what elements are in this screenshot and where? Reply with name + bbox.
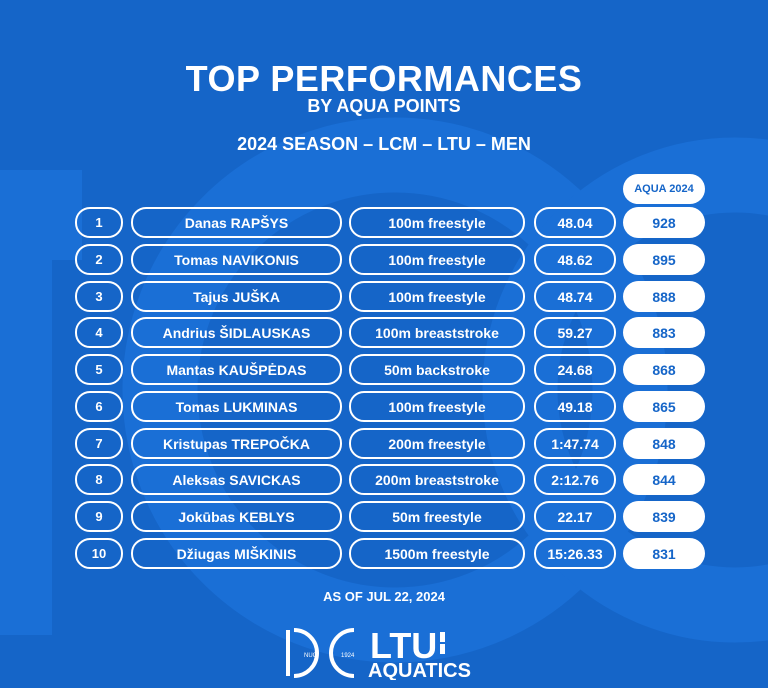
table-row: 8 Aleksas SAVICKAS 200m breaststroke 2:1… [0,464,768,495]
event-cell: 100m freestyle [349,391,525,422]
rank-cell: 6 [75,391,123,422]
page-subtitle: BY AQUA POINTS [307,96,461,116]
rank-cell: 10 [75,538,123,569]
season-label: 2024 SEASON – LCM – LTU – MEN [237,134,531,154]
ltu-aquatics-logo: NUO 1924 LTU AQUATICS [286,625,471,680]
swimmer-name-cell: Aleksas SAVICKAS [131,464,342,495]
points-cell: 868 [623,354,705,385]
page-title: TOP PERFORMANCES [185,58,583,99]
swimmer-name-cell: Jokūbas KEBLYS [131,501,342,532]
rank-cell: 2 [75,244,123,275]
time-cell: 59.27 [534,317,616,348]
event-cell: 100m freestyle [349,281,525,312]
logo-nuo: NUO [304,653,318,659]
rank-cell: 8 [75,464,123,495]
as-of-date: AS OF JUL 22, 2024 [323,589,445,604]
logo-year: 1924 [341,653,355,659]
logo-subtext: AQUATICS [368,660,471,680]
table-row: 9 Jokūbas KEBLYS 50m freestyle 22.17 839 [0,501,768,532]
event-cell: 50m backstroke [349,354,525,385]
rank-cell: 4 [75,317,123,348]
swimmer-name-cell: Tomas LUKMINAS [131,391,342,422]
event-cell: 100m freestyle [349,207,525,238]
points-cell: 888 [623,281,705,312]
table-row: 3 Tajus JUŠKA 100m freestyle 48.74 888 [0,281,768,312]
table-row: 1 Danas RAPŠYS 100m freestyle 48.04 928 [0,207,768,238]
event-cell: 1500m freestyle [349,538,525,569]
points-cell: 844 [623,464,705,495]
points-cell: 895 [623,244,705,275]
time-cell: 49.18 [534,391,616,422]
time-cell: 15:26.33 [534,538,616,569]
swimmer-name-cell: Danas RAPŠYS [131,207,342,238]
swimmer-name-cell: Kristupas TREPOČKA [131,428,342,459]
rank-cell: 1 [75,207,123,238]
points-column-header: AQUA 2024 [623,174,705,204]
points-cell: 831 [623,538,705,569]
time-cell: 1:47.74 [534,428,616,459]
points-cell: 928 [623,207,705,238]
table-row: 6 Tomas LUKMINAS 100m freestyle 49.18 86… [0,391,768,422]
points-cell: 848 [623,428,705,459]
swimmer-name-cell: Tomas NAVIKONIS [131,244,342,275]
swimmer-name-cell: Mantas KAUŠPĖDAS [131,354,342,385]
points-cell: 839 [623,501,705,532]
time-cell: 22.17 [534,501,616,532]
logo-text: LTU [370,625,437,666]
points-cell: 883 [623,317,705,348]
table-row: 10 Džiugas MIŠKINIS 1500m freestyle 15:2… [0,538,768,569]
swimmer-name-cell: Džiugas MIŠKINIS [131,538,342,569]
event-cell: 100m freestyle [349,244,525,275]
swimmer-name-cell: Tajus JUŠKA [131,281,342,312]
time-cell: 48.62 [534,244,616,275]
event-cell: 100m breaststroke [349,317,525,348]
time-cell: 2:12.76 [534,464,616,495]
rank-cell: 3 [75,281,123,312]
table-row: 2 Tomas NAVIKONIS 100m freestyle 48.62 8… [0,244,768,275]
points-cell: 865 [623,391,705,422]
swimmer-name-cell: Andrius ŠIDLAUSKAS [131,317,342,348]
time-cell: 48.04 [534,207,616,238]
table-row: 4 Andrius ŠIDLAUSKAS 100m breaststroke 5… [0,317,768,348]
time-cell: 24.68 [534,354,616,385]
event-cell: 200m breaststroke [349,464,525,495]
event-cell: 200m freestyle [349,428,525,459]
table-row: 7 Kristupas TREPOČKA 200m freestyle 1:47… [0,428,768,459]
rank-cell: 7 [75,428,123,459]
table-row: 5 Mantas KAUŠPĖDAS 50m backstroke 24.68 … [0,354,768,385]
rank-cell: 9 [75,501,123,532]
event-cell: 50m freestyle [349,501,525,532]
rank-cell: 5 [75,354,123,385]
time-cell: 48.74 [534,281,616,312]
